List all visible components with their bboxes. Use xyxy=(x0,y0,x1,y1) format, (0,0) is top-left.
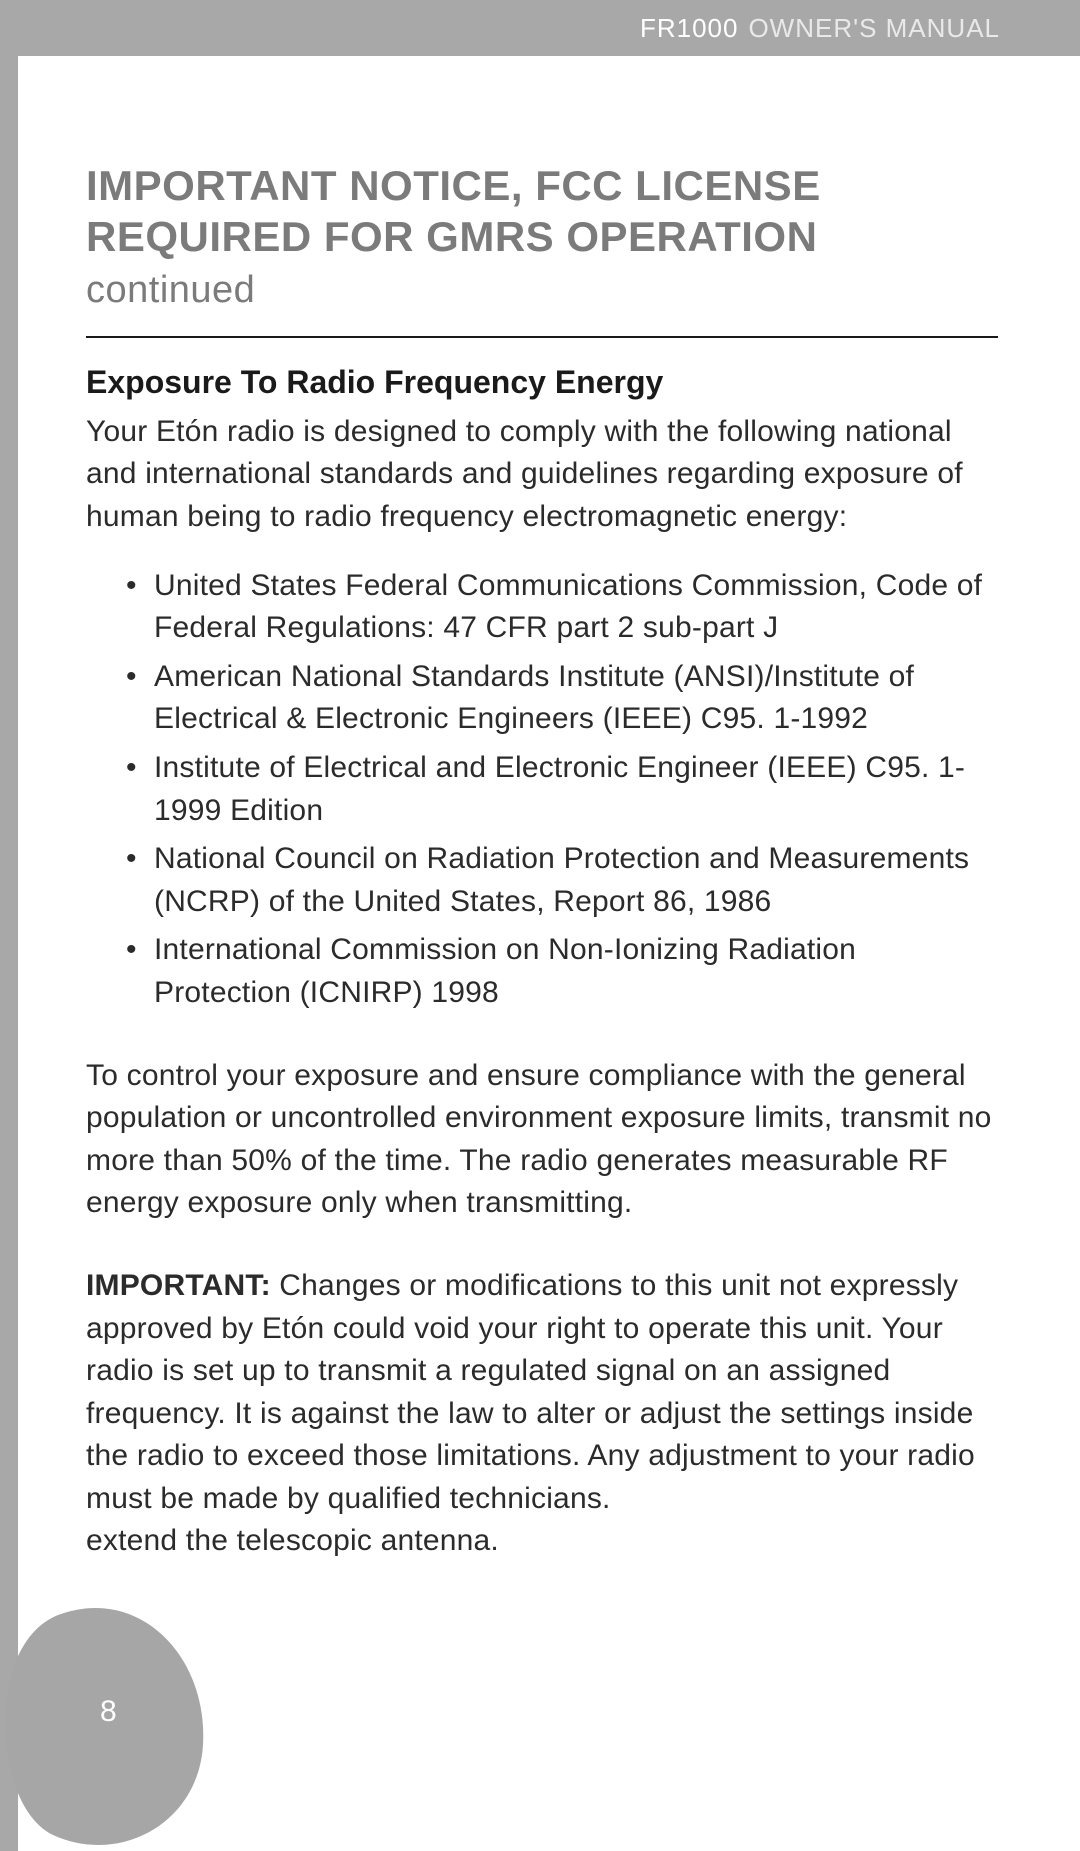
trailing-line: extend the telescopic antenna. xyxy=(86,1520,998,1563)
title-rule xyxy=(86,336,998,338)
important-label: IMPORTANT: xyxy=(86,1269,271,1302)
list-item: United States Federal Communications Com… xyxy=(104,565,998,650)
list-item: International Commission on Non-Ionizing… xyxy=(104,929,998,1014)
page-content: IMPORTANT NOTICE, FCC LICENSE REQUIRED F… xyxy=(86,160,998,1563)
page-number: 8 xyxy=(100,1695,117,1729)
page-header: FR1000 OWNER'S MANUAL xyxy=(18,0,1080,56)
list-item: Institute of Electrical and Electronic E… xyxy=(104,747,998,832)
page-number-badge: 8 xyxy=(38,1615,198,1815)
list-item: American National Standards Institute (A… xyxy=(104,656,998,741)
important-body: Changes or modifications to this unit no… xyxy=(86,1269,975,1515)
section-title-continued: continued xyxy=(86,269,255,311)
intro-paragraph: Your Etón radio is designed to comply wi… xyxy=(86,411,998,539)
product-model: FR1000 xyxy=(640,13,739,44)
manual-page: FR1000 OWNER'S MANUAL IMPORTANT NOTICE, … xyxy=(0,0,1080,1851)
binding-strip xyxy=(0,0,18,1851)
document-type-label: OWNER'S MANUAL xyxy=(748,13,1000,44)
section-title-main: IMPORTANT NOTICE, FCC LICENSE REQUIRED F… xyxy=(86,162,821,260)
standards-list: United States Federal Communications Com… xyxy=(86,565,998,1015)
section-title: IMPORTANT NOTICE, FCC LICENSE REQUIRED F… xyxy=(86,160,998,314)
list-item: National Council on Radiation Protection… xyxy=(104,838,998,923)
subsection-heading: Exposure To Radio Frequency Energy xyxy=(86,364,998,401)
important-paragraph: IMPORTANT: Changes or modifications to t… xyxy=(86,1265,998,1521)
exposure-control-paragraph: To control your exposure and ensure comp… xyxy=(86,1055,998,1225)
